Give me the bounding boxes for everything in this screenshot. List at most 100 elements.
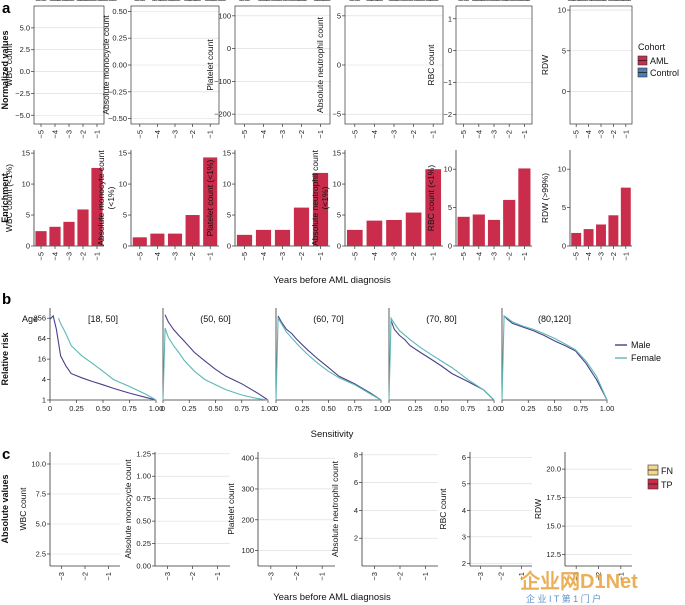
c-4-y-label: RBC count [438, 488, 448, 530]
c-3-outlier [429, 0, 431, 1]
cohort-legend-title: Cohort [638, 42, 666, 52]
b-4-x-tick-label: 0.75 [573, 404, 588, 413]
a2-3-y-tick-label: 5 [337, 211, 341, 220]
age-label: Age [22, 314, 38, 324]
b-2-x-tick-label: 0.50 [321, 404, 336, 413]
c-4-x-tick-label: −2 [497, 572, 506, 581]
a1-1-y-tick-label: 0.00 [112, 61, 127, 70]
b-3-x-tick-label: 0.75 [460, 404, 475, 413]
c-4-y-tick-label: 6 [462, 453, 466, 462]
a2-1-bar [203, 157, 218, 246]
a2-5-y-tick-label: 5 [562, 203, 566, 212]
c-2-outlier [325, 0, 328, 1]
a2-5-x-tick-label: −4 [584, 252, 593, 261]
c-4-outlier [475, 0, 477, 1]
b-0-x-tick-label: 0.25 [69, 404, 84, 413]
b-4-x-tick-label: 0.50 [547, 404, 562, 413]
a2-4-bar [457, 216, 470, 246]
c-0-outlier [56, 0, 58, 1]
a2-2-y-tick-label: 10 [223, 180, 231, 189]
b-3-x-tick-label: 1.00 [487, 404, 502, 413]
b-0-x-tick-label: 0 [48, 404, 52, 413]
a1-3-y-tick-label: 0 [337, 61, 341, 70]
a1-3-x-tick-label: −1 [429, 130, 438, 139]
a1-0-x-tick-label: −2 [79, 130, 88, 139]
a2-2-bar [274, 229, 291, 246]
c-5-outlier [593, 0, 595, 1]
a1-3-y-label: Absolute neutrophil count [315, 16, 325, 113]
c-3-outlier [403, 0, 405, 1]
a2-5-bar [583, 229, 594, 246]
c-1-y-tick-label: 0.25 [136, 539, 151, 548]
a2-2-x-tick-label: −3 [278, 252, 287, 261]
b-2-x-tick-label: 0.25 [295, 404, 310, 413]
c-0-x-tick-label: −1 [104, 572, 113, 581]
a2-2-bar [255, 229, 272, 246]
a2-x-label: Years before AML diagnosis [273, 275, 391, 286]
a2-4-bar [487, 219, 501, 246]
c-5-outlier [624, 0, 626, 1]
a1-2-outlier [246, 0, 248, 1]
c-2-y-tick-label: 200 [241, 515, 254, 524]
c-2-outlier [274, 0, 276, 1]
a1-5-outlier [585, 0, 587, 1]
a2-2-bar [312, 172, 329, 246]
fn-tp-legend-label-tp: TP [661, 480, 673, 490]
b-1-x-tick-label: 0.50 [208, 404, 223, 413]
c-x-label: Years before AML diagnosis [273, 592, 391, 603]
b-3-title: (70, 80] [426, 314, 457, 324]
a1-2-outlier [284, 0, 286, 1]
a1-0-y-tick-label: 5.0 [20, 23, 30, 32]
c-1-outlier [221, 0, 223, 1]
a2-2-bar [236, 234, 253, 246]
c-3-outlier [395, 0, 397, 1]
b-3-x-tick-label: 0.25 [408, 404, 423, 413]
c-5-outlier [579, 0, 582, 1]
a2-1-y-tick-label: 15 [119, 149, 127, 158]
c-5-outlier [571, 0, 573, 1]
a1-5-x-tick-label: −2 [609, 130, 618, 139]
a2-2-x-tick-label: −2 [297, 252, 306, 261]
a2-0-y-label: WBC count (<1%) [4, 164, 14, 232]
a1-2-outlier [260, 0, 262, 1]
a2-0-y-tick-label: 5 [26, 211, 30, 220]
a1-2-x-tick-label: −3 [278, 130, 287, 139]
b-1-x-tick-label: 0.75 [234, 404, 249, 413]
b-1-x-tick-label: 1.00 [261, 404, 276, 413]
a2-5-bar [571, 232, 582, 246]
a2-2-y-tick-label: 15 [223, 149, 231, 158]
b-1-x-tick-label: 0 [161, 404, 165, 413]
a1-1-x-tick-label: −3 [171, 130, 180, 139]
c-4-outlier [484, 0, 486, 1]
a2-4-x-tick-label: −1 [520, 252, 529, 261]
a1-4-x-tick-label: −2 [505, 130, 514, 139]
a1-2-x-tick-label: −5 [240, 130, 249, 139]
watermark: 企业网D1Net 企 业 I T 第 1 门 户 [519, 569, 638, 604]
a2-0-x-tick-label: −5 [37, 252, 46, 261]
a2-3-bar [366, 220, 383, 246]
a1-1-x-tick-label: −1 [206, 130, 215, 139]
a1-2-x-tick-label: −4 [259, 130, 268, 139]
c-2-y-tick-label: 100 [241, 546, 254, 555]
a2-5-y-label: RDW (>99%) [540, 173, 550, 223]
a1-2-outlier [241, 0, 243, 1]
a2-3-x-tick-label: −1 [429, 252, 438, 261]
c-1-y-tick-label: 0.00 [136, 562, 151, 571]
a1-0-y-tick-label: 0.0 [20, 67, 30, 76]
c-5-x-tick-label: −3 [572, 572, 581, 581]
c-2-outlier [265, 0, 268, 1]
a1-3-y-tick-label: −5 [332, 110, 341, 119]
c-1-y-tick-label: 1.25 [136, 449, 151, 458]
c-2-x-tick-label: −2 [292, 572, 301, 581]
a1-0-outlier [37, 0, 39, 1]
a1-1-outlier [177, 0, 179, 1]
b-x-label: Sensitivity [311, 429, 354, 440]
a2-5-y-tick-label: 10 [558, 165, 566, 174]
c-0-y-tick-label: 5.0 [36, 520, 46, 529]
a1-1-y-label: Absolute monocycle count [101, 15, 111, 115]
a2-5-bar [620, 187, 631, 246]
c-4-x-tick-label: −3 [476, 572, 485, 581]
a2-0-bar [77, 209, 89, 246]
a1-1-y-tick-label: 0.25 [112, 34, 127, 43]
